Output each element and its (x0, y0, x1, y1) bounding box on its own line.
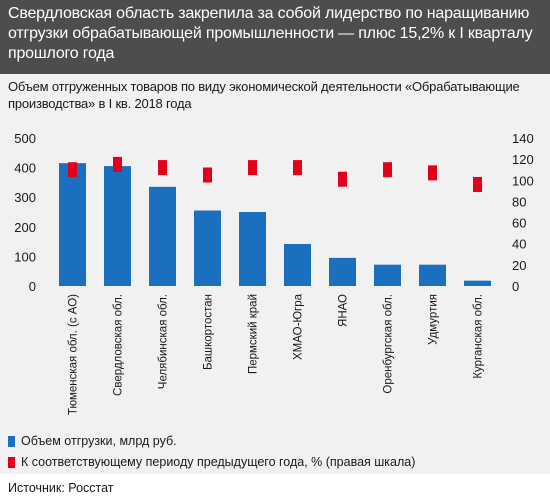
y-left-tick-label: 200 (14, 220, 36, 235)
x-tick-label: ЯНАО (338, 294, 350, 327)
legend-swatch-marker (8, 456, 15, 468)
growth-marker (113, 156, 122, 172)
bar (104, 166, 131, 286)
bar (194, 210, 221, 286)
legend-item-volume: Объем отгрузки, млрд руб. (8, 434, 177, 448)
x-tick-label: Тюменская обл. (с АО) (68, 294, 80, 415)
y-right-tick-label: 100 (512, 173, 534, 188)
growth-marker (158, 160, 167, 176)
growth-marker (428, 165, 437, 181)
y-right-tick-label: 60 (512, 216, 526, 231)
bar (59, 163, 86, 286)
legend-item-growth: К соответствующему периоду предыдущего г… (8, 455, 415, 469)
y-right-tick-label: 40 (512, 237, 526, 252)
chart-title: Свердловская область закрепила за собой … (8, 5, 533, 62)
growth-marker (203, 167, 212, 183)
y-right-tick-label: 0 (512, 279, 519, 294)
growth-marker (293, 160, 302, 176)
y-left-tick-label: 500 (14, 131, 36, 146)
y-right-tick-label: 140 (512, 131, 534, 146)
x-tick-label: Пермский край (248, 294, 260, 374)
source-note: Источник: Росстат (8, 481, 114, 495)
bar (239, 212, 266, 286)
bar (329, 257, 356, 286)
legend-swatch-bar (8, 435, 15, 447)
x-tick-label: ХМАО-Югра (293, 293, 305, 360)
title-bar (0, 0, 550, 74)
legend-label-growth: К соответствующему периоду предыдущего г… (21, 455, 416, 469)
x-tick-label: Башкортостан (203, 294, 215, 370)
bar (149, 186, 176, 286)
y-left-tick-label: 400 (14, 161, 36, 176)
y-left-tick-label: 300 (14, 190, 36, 205)
y-right-tick-label: 20 (512, 258, 526, 273)
growth-marker (473, 177, 482, 193)
bar (464, 280, 491, 286)
legend-label-volume: Объем отгрузки, млрд руб. (21, 434, 177, 448)
y-left-tick-label: 100 (14, 249, 36, 264)
bar (284, 243, 311, 286)
footer (0, 474, 550, 500)
bar (419, 264, 446, 286)
x-tick-label: Курганская обл. (473, 294, 485, 379)
x-tick-label: Удмуртия (428, 294, 440, 345)
growth-marker (248, 160, 257, 176)
plot-background (0, 74, 550, 474)
growth-marker (68, 162, 77, 178)
y-right-tick-label: 80 (512, 194, 526, 209)
growth-marker (338, 171, 347, 187)
x-tick-label: Оренбургская обл. (383, 294, 395, 394)
x-tick-label: Челябинская обл. (158, 294, 170, 389)
y-left-tick-label: 0 (29, 279, 36, 294)
x-tick-label: Свердловская обл. (113, 294, 125, 396)
growth-marker (383, 162, 392, 178)
y-right-tick-label: 120 (512, 152, 534, 167)
bar (374, 264, 401, 286)
chart-subtitle: Объем отгруженных товаров по виду эконом… (8, 79, 520, 111)
